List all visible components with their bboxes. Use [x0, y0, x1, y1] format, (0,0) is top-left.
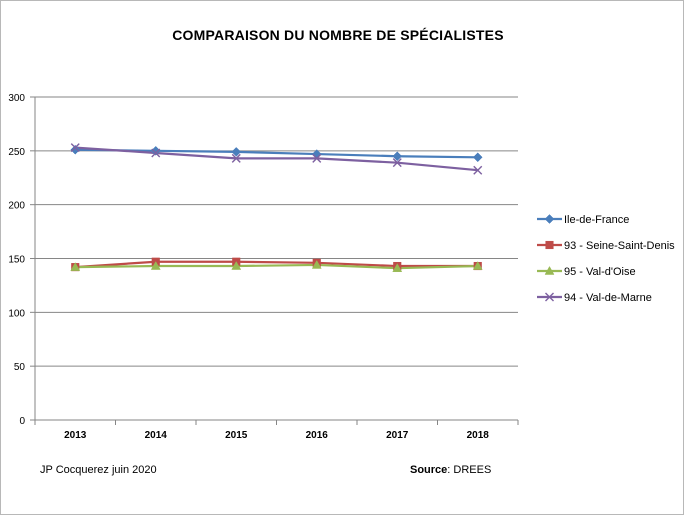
data-point-marker	[472, 261, 483, 270]
y-tick-label: 50	[14, 362, 26, 373]
data-point-marker	[472, 152, 483, 163]
series-lines	[75, 146, 478, 270]
data-point-marker	[544, 214, 555, 224]
data-point-marker	[231, 153, 241, 163]
y-tick-label: 150	[8, 255, 25, 266]
data-point-marker	[545, 240, 554, 250]
y-axis-ticks: 0 50 100 150 200 250 300	[8, 93, 25, 427]
source-label: Source	[410, 464, 448, 476]
data-point-marker	[70, 144, 81, 155]
legend-label: 93 - Seine-Saint-Denis	[564, 240, 675, 252]
series-line	[75, 263, 478, 270]
source-value: : DREES	[447, 464, 492, 476]
x-tick-label: 2014	[145, 430, 168, 441]
series-line	[75, 146, 478, 172]
x-tick-label: 2013	[64, 430, 87, 441]
data-point-marker	[311, 259, 322, 269]
data-point-marker	[392, 263, 403, 272]
y-tick-label: 250	[8, 147, 25, 158]
data-point-marker	[151, 148, 161, 158]
footer-author: JP Cocquerez juin 2020	[40, 464, 157, 476]
data-point-marker	[392, 158, 402, 168]
data-point-marker	[544, 265, 555, 275]
footer-source: Source: DREES	[410, 464, 491, 476]
x-tick-label: 2017	[386, 430, 409, 441]
y-tick-label: 300	[8, 93, 25, 104]
legend-label: Ile-de-France	[564, 214, 629, 226]
legend: Ile-de-France 93 - Seine-Saint-Denis 95 - …	[537, 214, 675, 304]
data-point-marker	[392, 151, 403, 162]
series-line	[75, 260, 478, 269]
data-point-marker	[473, 165, 483, 175]
chart-title: COMPARAISON DU NOMBRE DE SPÉCIALISTES	[172, 27, 504, 43]
data-point-marker	[70, 262, 81, 271]
gridlines	[35, 96, 518, 367]
x-tick-label: 2018	[467, 430, 490, 441]
data-point-marker	[545, 292, 554, 302]
series-line	[75, 148, 478, 159]
y-tick-label: 100	[8, 308, 25, 319]
x-tick-label: 2015	[225, 430, 248, 441]
x-tick-label: 2016	[306, 430, 329, 441]
data-point-marker	[231, 147, 242, 157]
data-point-marker	[70, 143, 80, 153]
axes	[30, 96, 519, 425]
data-point-marker	[231, 261, 242, 270]
x-axis-ticks: 2013 2014 2015 2016 2017 2018	[64, 430, 489, 441]
data-point-marker	[150, 261, 161, 270]
y-tick-label: 200	[8, 201, 25, 212]
legend-label: 94 - Val-de-Marne	[564, 292, 652, 304]
data-point-marker	[312, 153, 322, 163]
series-markers	[70, 143, 483, 272]
legend-label: 95 - Val-d'Oise	[564, 266, 636, 278]
y-tick-label: 0	[19, 416, 25, 427]
